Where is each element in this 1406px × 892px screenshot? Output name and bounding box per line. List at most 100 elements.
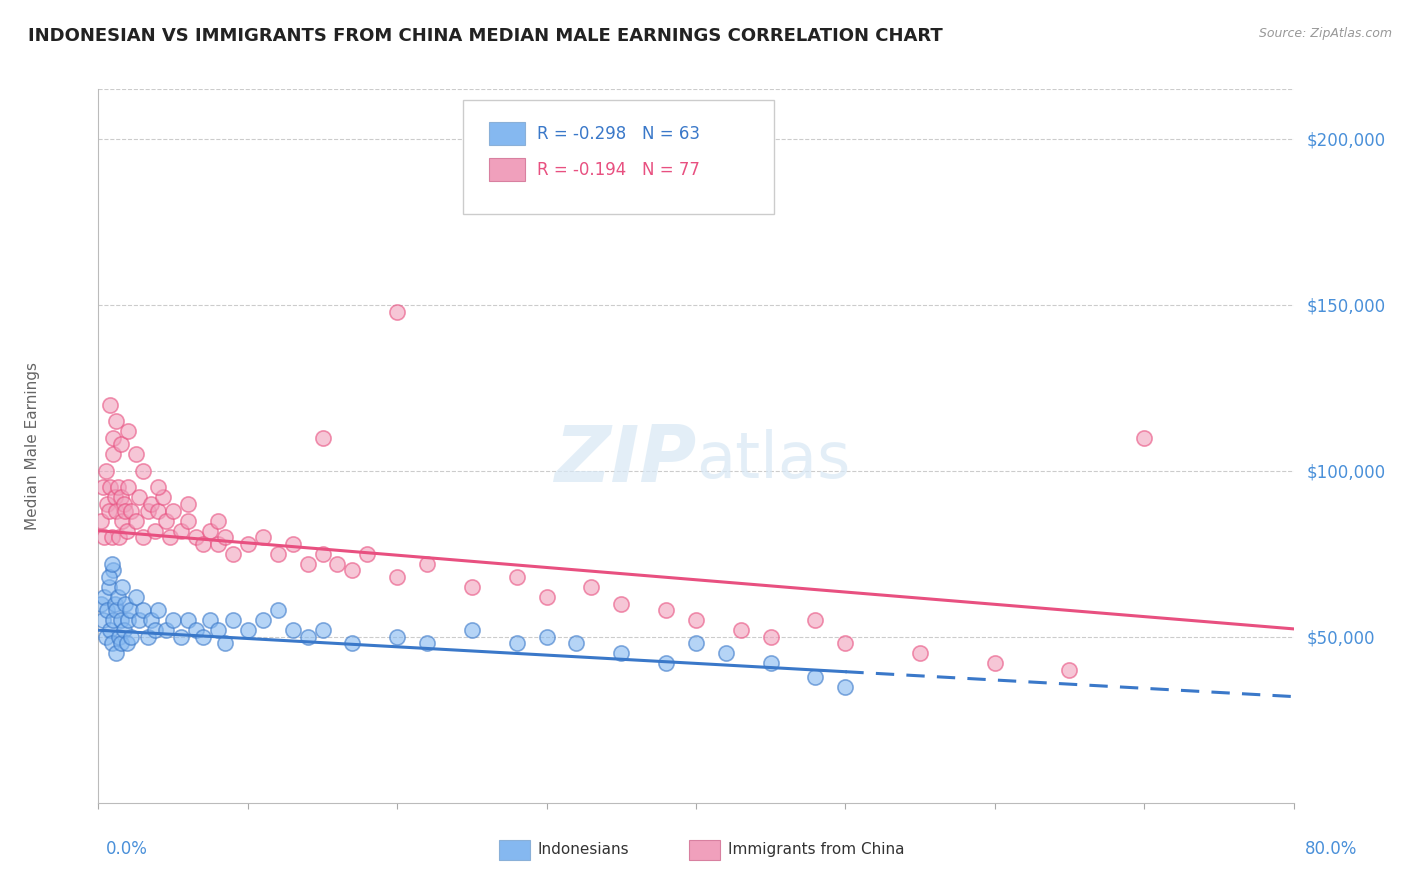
- Text: Source: ZipAtlas.com: Source: ZipAtlas.com: [1258, 27, 1392, 40]
- Point: [416, 636, 439, 650]
- Point: [297, 630, 319, 644]
- Point: [655, 657, 678, 671]
- Point: [91, 481, 114, 495]
- Point: [214, 530, 236, 544]
- Point: [94, 464, 117, 478]
- Point: [143, 524, 166, 538]
- Point: [177, 514, 200, 528]
- Point: [759, 657, 782, 671]
- Point: [90, 597, 112, 611]
- Point: [169, 524, 191, 538]
- Point: [200, 613, 222, 627]
- Point: [984, 657, 1007, 671]
- Point: [110, 437, 132, 451]
- Point: [97, 504, 120, 518]
- Point: [159, 530, 181, 544]
- FancyBboxPatch shape: [463, 100, 773, 214]
- Point: [536, 630, 558, 644]
- Point: [267, 603, 290, 617]
- Point: [281, 624, 304, 638]
- Point: [97, 580, 120, 594]
- Point: [101, 557, 124, 571]
- Point: [143, 624, 166, 638]
- Point: [714, 647, 737, 661]
- Point: [685, 613, 707, 627]
- Point: [132, 530, 155, 544]
- Point: [908, 647, 931, 661]
- Point: [252, 530, 274, 544]
- Point: [117, 613, 139, 627]
- Point: [136, 504, 159, 518]
- Point: [103, 447, 125, 461]
- Point: [112, 624, 135, 638]
- Point: [326, 557, 349, 571]
- Point: [342, 564, 364, 578]
- Point: [297, 557, 319, 571]
- Point: [207, 537, 229, 551]
- Point: [236, 537, 259, 551]
- Point: [506, 570, 529, 584]
- Point: [834, 680, 856, 694]
- Point: [267, 547, 290, 561]
- Point: [311, 624, 333, 638]
- Text: Median Male Earnings: Median Male Earnings: [25, 362, 41, 530]
- FancyBboxPatch shape: [489, 122, 524, 145]
- Point: [148, 504, 170, 518]
- Point: [311, 431, 333, 445]
- Point: [128, 613, 150, 627]
- Point: [1133, 431, 1156, 445]
- Point: [222, 547, 245, 561]
- Point: [385, 304, 409, 318]
- Point: [93, 590, 115, 604]
- Point: [169, 630, 191, 644]
- Point: [655, 603, 678, 617]
- Point: [506, 636, 529, 650]
- Point: [110, 636, 132, 650]
- Point: [100, 481, 122, 495]
- Point: [416, 557, 439, 571]
- Point: [94, 630, 117, 644]
- Point: [385, 630, 409, 644]
- Point: [356, 547, 378, 561]
- Point: [252, 613, 274, 627]
- Point: [536, 590, 558, 604]
- Point: [152, 491, 174, 505]
- Point: [207, 624, 229, 638]
- Point: [184, 530, 207, 544]
- Point: [565, 636, 588, 650]
- Text: ZIP: ZIP: [554, 422, 696, 499]
- Point: [105, 414, 128, 428]
- Point: [111, 580, 134, 594]
- Point: [105, 504, 128, 518]
- Point: [115, 636, 138, 650]
- Point: [90, 514, 112, 528]
- Point: [110, 613, 132, 627]
- Point: [91, 613, 114, 627]
- Point: [148, 603, 170, 617]
- Point: [281, 537, 304, 551]
- Point: [200, 524, 222, 538]
- Point: [461, 580, 484, 594]
- Text: Immigrants from China: Immigrants from China: [728, 842, 905, 856]
- Point: [162, 504, 184, 518]
- Point: [107, 481, 129, 495]
- Point: [155, 624, 177, 638]
- Point: [385, 570, 409, 584]
- Point: [97, 570, 120, 584]
- Point: [100, 397, 122, 411]
- Point: [103, 613, 125, 627]
- Point: [115, 524, 138, 538]
- Point: [136, 630, 159, 644]
- FancyBboxPatch shape: [499, 840, 530, 860]
- Point: [804, 613, 827, 627]
- Text: INDONESIAN VS IMMIGRANTS FROM CHINA MEDIAN MALE EARNINGS CORRELATION CHART: INDONESIAN VS IMMIGRANTS FROM CHINA MEDI…: [28, 27, 943, 45]
- Point: [100, 624, 122, 638]
- Point: [139, 497, 162, 511]
- Point: [191, 537, 214, 551]
- Point: [128, 491, 150, 505]
- Point: [461, 624, 484, 638]
- Point: [101, 530, 124, 544]
- Point: [120, 504, 142, 518]
- FancyBboxPatch shape: [489, 158, 524, 180]
- Text: 0.0%: 0.0%: [105, 840, 148, 858]
